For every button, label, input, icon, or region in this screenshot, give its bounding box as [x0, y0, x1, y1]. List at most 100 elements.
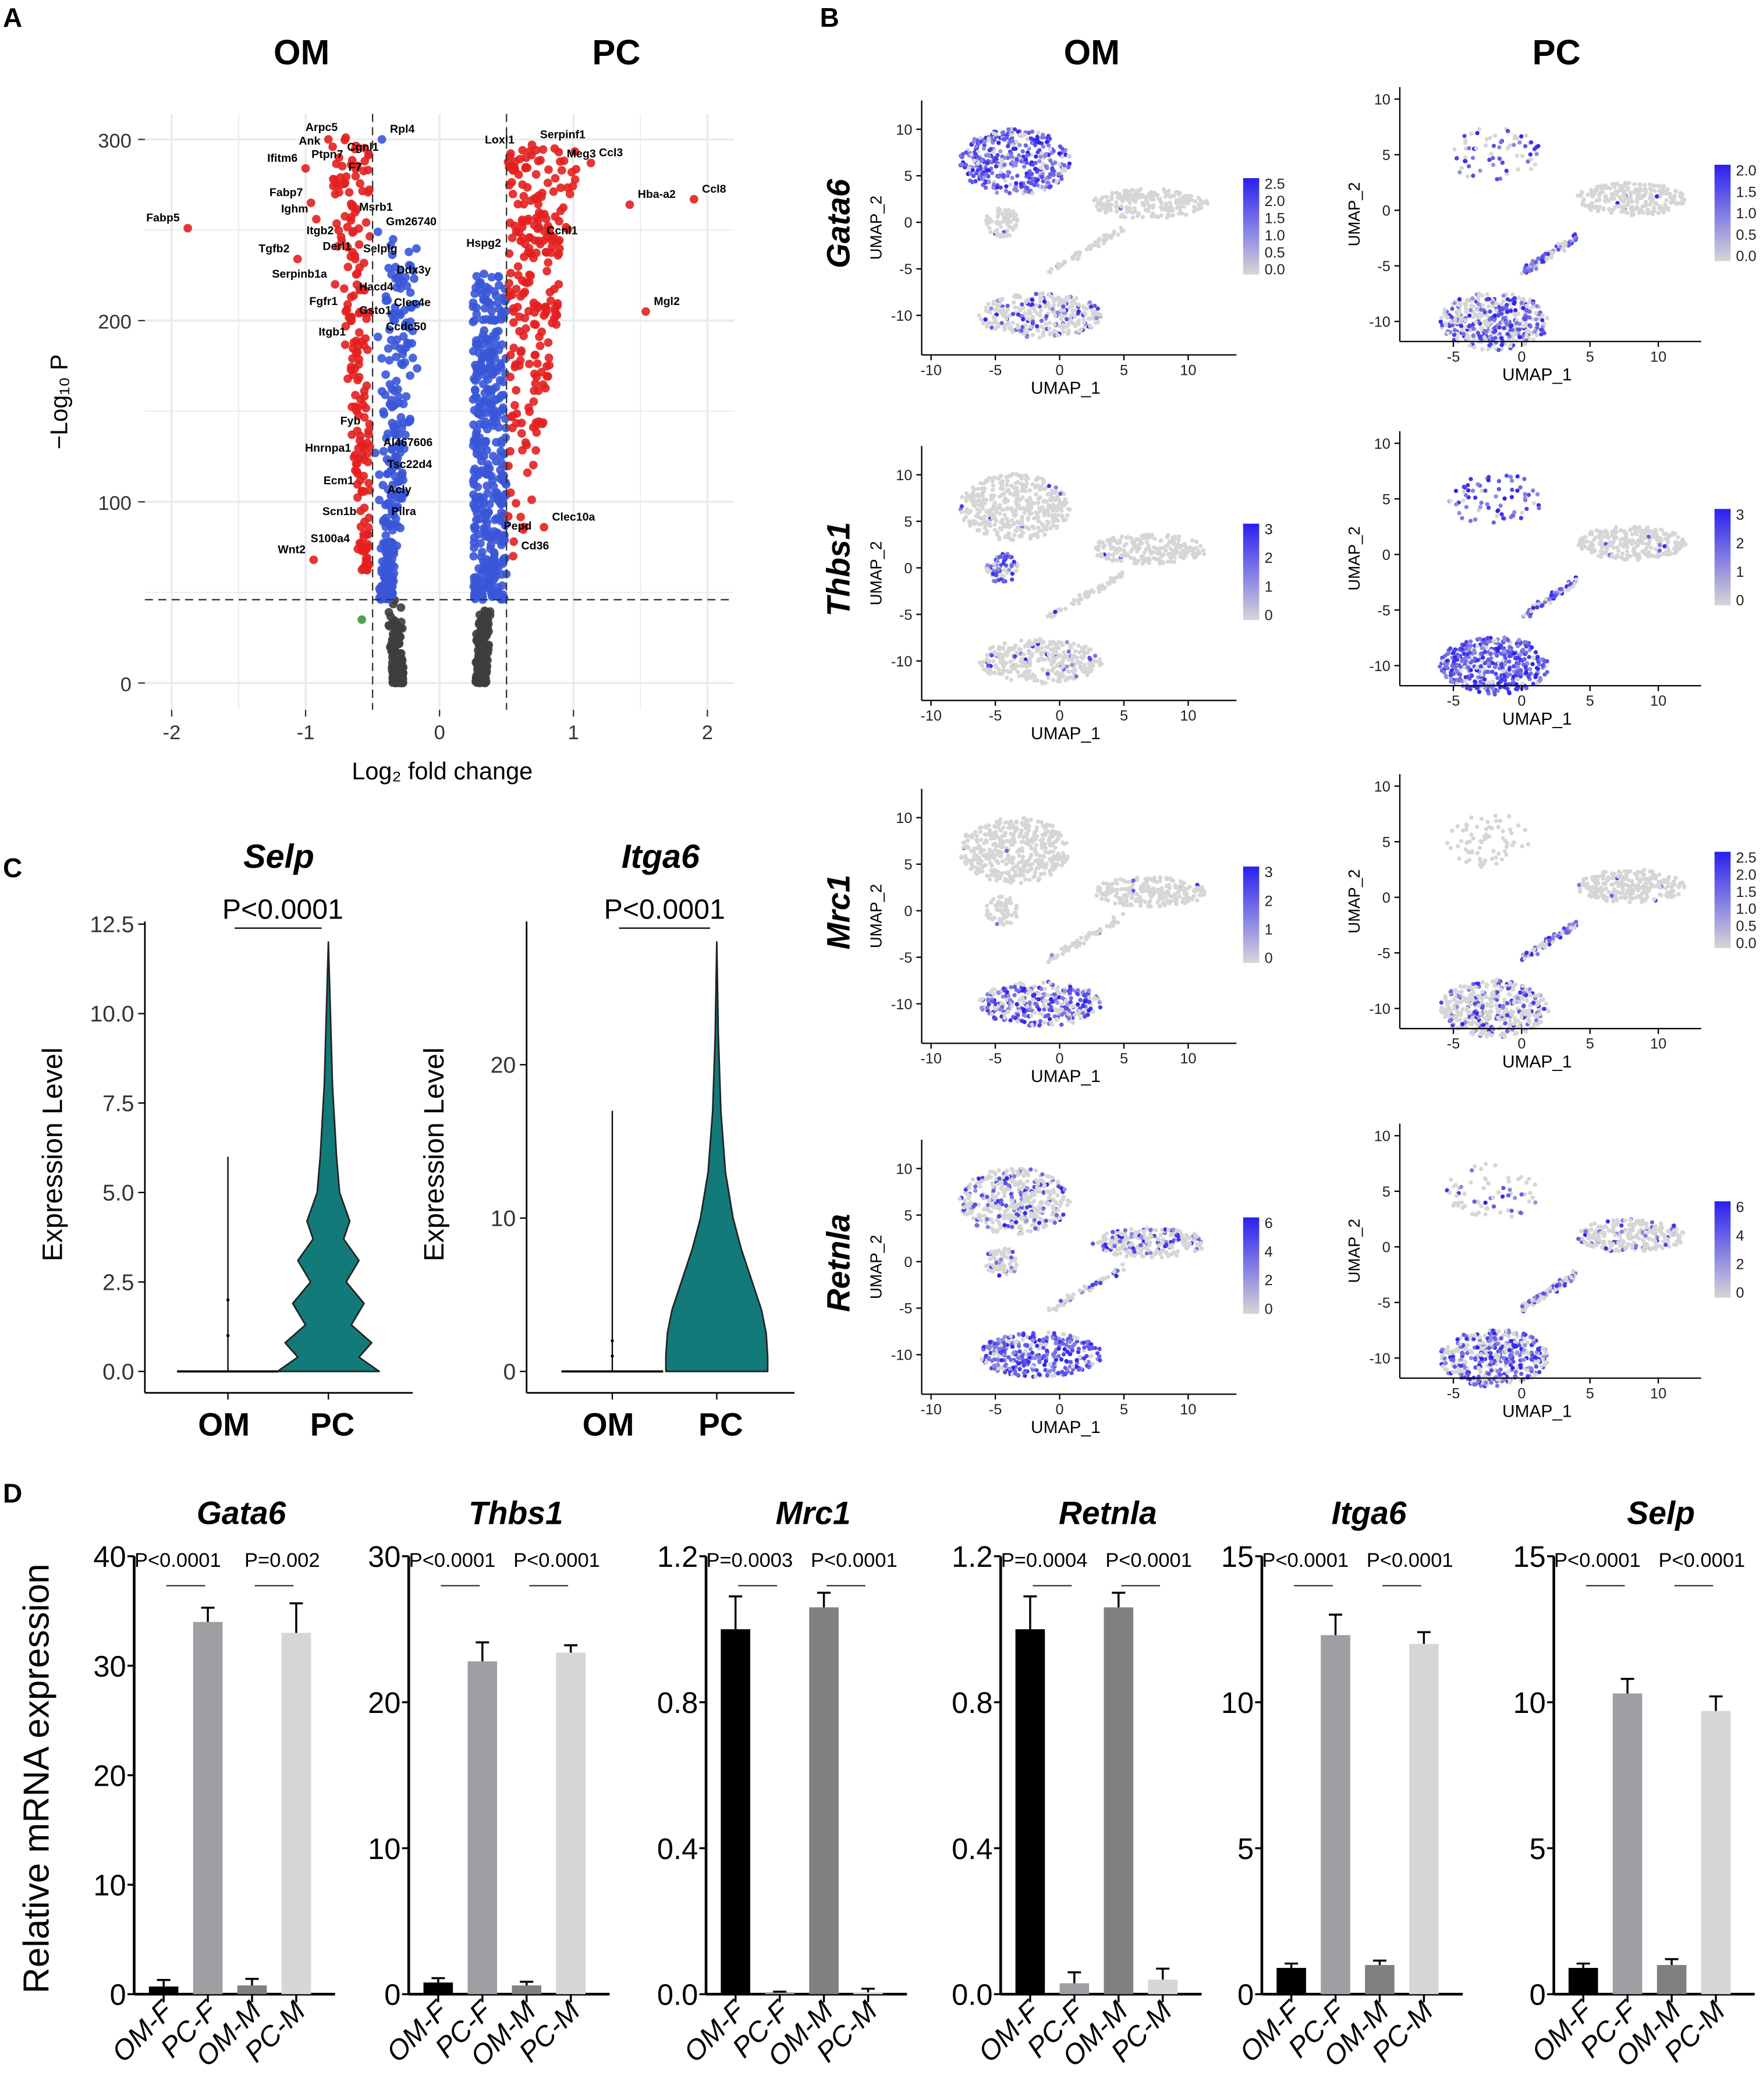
gene-label: Meg3 — [567, 148, 596, 161]
cell-point — [1060, 168, 1065, 172]
cell-point — [1201, 552, 1207, 556]
cell-point — [1192, 551, 1197, 556]
cell-point — [976, 487, 981, 491]
gene-label: Loxl1 — [485, 134, 515, 147]
cell-point — [974, 513, 978, 519]
cell-point — [1097, 544, 1101, 549]
data-point — [523, 468, 532, 477]
data-point — [506, 268, 515, 278]
x-tick-label: 0 — [434, 722, 445, 744]
data-point — [357, 487, 367, 495]
cell-point — [1448, 499, 1453, 503]
cell-point — [1031, 306, 1035, 311]
colorbar-tick-label: 1.0 — [1736, 205, 1757, 222]
cell-point — [1045, 164, 1049, 169]
cell-point — [959, 154, 963, 158]
data-point — [392, 637, 401, 647]
cell-point — [1023, 488, 1028, 494]
cell-point — [1105, 199, 1111, 204]
cell-point — [1002, 513, 1007, 517]
data-point — [506, 350, 515, 360]
cell-point — [1606, 535, 1611, 540]
cell-point — [1614, 555, 1619, 560]
data-point — [510, 165, 520, 174]
cell-point — [1119, 534, 1125, 539]
cell-point — [1046, 143, 1051, 148]
cell-point — [1142, 550, 1147, 555]
cell-point — [1502, 496, 1507, 501]
cell-point — [982, 180, 988, 185]
cell-point — [1033, 161, 1038, 165]
cell-point — [1513, 313, 1517, 318]
cell-point — [1496, 478, 1502, 484]
data-point — [345, 188, 354, 197]
cell-point — [1204, 198, 1209, 204]
cell-point — [975, 507, 980, 512]
data-point — [491, 333, 500, 342]
cell-point — [1633, 524, 1637, 529]
cell-point — [1053, 609, 1058, 614]
cell-point — [1482, 329, 1487, 334]
cell-point — [1644, 189, 1648, 194]
cell-point — [1130, 194, 1135, 198]
cell-point — [1151, 205, 1156, 210]
cell-point — [1095, 306, 1100, 311]
data-point — [343, 374, 352, 384]
cell-point — [1104, 194, 1109, 199]
cell-point — [1597, 197, 1602, 203]
data-point — [487, 307, 496, 315]
cell-point — [999, 493, 1004, 498]
cell-point — [1092, 654, 1098, 658]
cell-point — [1457, 308, 1462, 313]
cell-point — [1060, 322, 1066, 328]
cell-point — [1019, 182, 1023, 186]
cell-point — [1097, 312, 1102, 317]
cell-point — [1605, 197, 1609, 203]
cell-point — [963, 515, 969, 520]
cell-point — [1081, 669, 1086, 675]
data-point — [480, 348, 489, 357]
data-point — [538, 418, 548, 427]
cell-point — [1161, 552, 1166, 557]
cell-point — [1006, 520, 1010, 524]
data-point — [489, 494, 498, 503]
cell-point — [1130, 541, 1135, 545]
data-point — [481, 315, 491, 324]
data-point — [515, 154, 524, 164]
cell-point — [1087, 655, 1092, 661]
cell-point — [1041, 333, 1046, 338]
cell-point — [994, 652, 998, 657]
cell-point — [1066, 295, 1071, 299]
cell-point — [1516, 295, 1521, 300]
data-point — [470, 543, 478, 552]
cell-point — [1040, 645, 1045, 651]
cell-point — [984, 509, 989, 514]
data-point — [551, 212, 560, 221]
cell-point — [1648, 202, 1652, 207]
cell-point — [1053, 491, 1058, 495]
gene-label: Tsc22d4 — [387, 458, 432, 471]
data-point — [346, 293, 356, 301]
cell-point — [1632, 182, 1637, 187]
cell-point — [1001, 645, 1006, 650]
data-point — [496, 361, 505, 370]
cell-point — [1656, 205, 1662, 210]
cell-point — [1654, 554, 1659, 559]
cell-point — [1042, 657, 1047, 662]
cell-point — [1080, 655, 1086, 661]
cell-point — [987, 225, 992, 230]
data-point — [343, 262, 353, 272]
data-point — [534, 208, 544, 217]
data-point — [506, 447, 515, 456]
cell-point — [1470, 155, 1475, 160]
data-point — [546, 296, 555, 306]
cell-point — [1478, 307, 1484, 312]
y-tick-label: 0 — [1382, 203, 1390, 219]
cell-point — [1071, 676, 1076, 680]
data-point — [501, 433, 510, 442]
data-point — [347, 430, 356, 439]
gene-label: Pilra — [391, 505, 416, 518]
cell-point — [1124, 205, 1129, 210]
y-tick-label: -5 — [1377, 258, 1390, 275]
